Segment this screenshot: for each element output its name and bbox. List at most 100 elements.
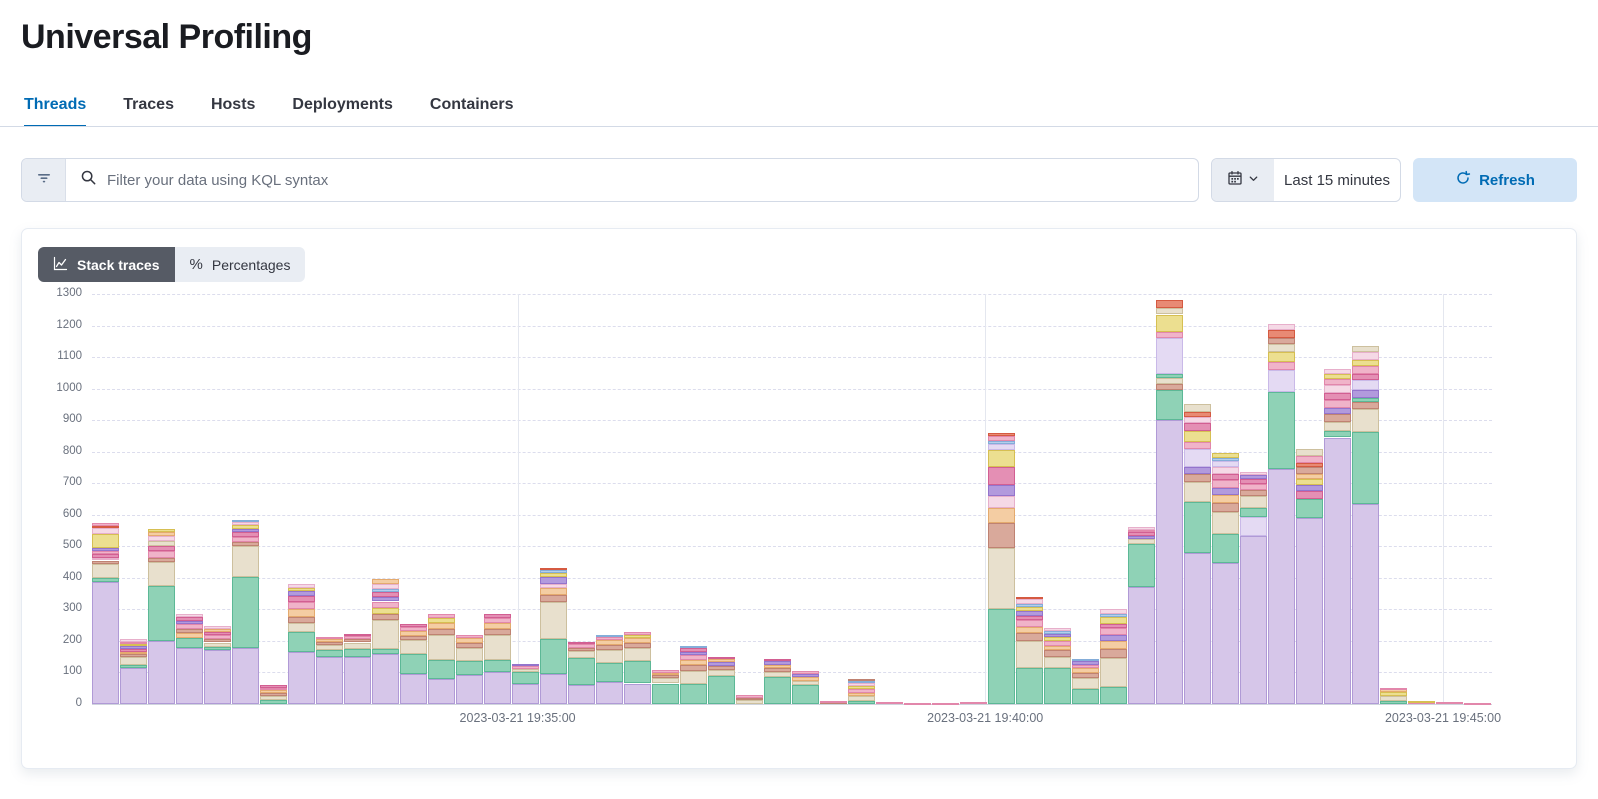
bar-segment[interactable] [372,601,399,608]
bar-segment[interactable] [848,680,875,684]
bar-segment[interactable] [260,700,287,704]
bar-segment[interactable] [344,633,371,637]
bar-segment[interactable] [372,596,399,602]
bar-segment[interactable] [540,602,567,639]
bar-segment[interactable] [1296,473,1323,480]
bar-segment[interactable] [1380,700,1407,704]
bar-segment[interactable] [680,651,707,656]
bar-segment[interactable] [456,674,483,704]
bar-segment[interactable] [92,554,119,558]
bar-segment[interactable] [1240,475,1267,480]
bar-segment[interactable] [1072,664,1099,669]
bar-segment[interactable] [708,656,735,660]
bar-segment[interactable] [1072,677,1099,689]
bar-segment[interactable] [624,631,651,635]
bar-segment[interactable] [92,526,119,529]
toggle-stack-traces[interactable]: Stack traces [38,247,175,282]
bar-segment[interactable] [568,641,595,645]
bar-segment[interactable] [288,608,315,617]
bar-segment[interactable] [960,702,987,705]
bar-segment[interactable] [120,639,147,642]
bar-segment[interactable] [932,702,959,705]
bar-segment[interactable] [1380,692,1407,697]
bar-segment[interactable] [456,634,483,639]
bar-segment[interactable] [1184,448,1211,468]
bar-segment[interactable] [1352,402,1379,409]
bar-segment[interactable] [652,683,679,704]
bar-segment[interactable] [1016,620,1043,627]
bar-segment[interactable] [288,651,315,704]
bar-segment[interactable] [316,639,343,642]
bar-segment[interactable] [92,534,119,549]
bar-segment[interactable] [820,701,847,704]
bar-segment[interactable] [1408,701,1435,704]
bar-segment[interactable] [1072,658,1099,662]
bar-segment[interactable] [680,660,707,665]
bar-segment[interactable] [512,664,539,667]
bar-segment[interactable] [1156,377,1183,384]
bar-segment[interactable] [708,669,735,677]
bar-segment[interactable] [1268,361,1295,370]
bar-segment[interactable] [1044,645,1071,651]
bar-segment[interactable] [1240,507,1267,517]
bar-segment[interactable] [1212,534,1239,563]
bar-segment[interactable] [680,664,707,672]
bar-segment[interactable] [736,700,763,704]
bar-segment[interactable] [176,637,203,648]
bar-segment[interactable] [568,647,595,652]
bar-segment[interactable] [120,641,147,645]
bar-segment[interactable] [1268,330,1295,339]
bar-segment[interactable] [148,640,175,704]
bar-segment[interactable] [148,531,175,536]
bar-segment[interactable] [540,583,567,589]
bar-segment[interactable] [568,644,595,648]
bar-segment[interactable] [1268,323,1295,331]
bar-segment[interactable] [204,628,231,632]
bar-segment[interactable] [1212,453,1239,458]
bar-segment[interactable] [484,672,511,704]
bar-segment[interactable] [1352,359,1379,367]
tab-hosts[interactable]: Hosts [210,96,256,113]
bar-segment[interactable] [792,680,819,686]
bar-segment[interactable] [512,668,539,672]
bar-segment[interactable] [1128,535,1155,540]
bar-segment[interactable] [260,687,287,691]
bar-segment[interactable] [1100,640,1127,649]
bar-segment[interactable] [176,620,203,625]
bar-segment[interactable] [1296,448,1323,457]
bar-segment[interactable] [624,638,651,643]
bar-segment[interactable] [148,557,175,563]
bar-segment[interactable] [1156,308,1183,315]
bar-segment[interactable] [1100,614,1127,618]
bar-segment[interactable] [988,508,1015,523]
bar-segment[interactable] [988,522,1015,548]
bar-segment[interactable] [204,626,231,629]
bar-segment[interactable] [1044,640,1071,646]
bar-segment[interactable] [988,450,1015,468]
bar-segment[interactable] [988,484,1015,496]
bar-segment[interactable] [92,564,119,579]
bar-segment[interactable] [232,541,259,547]
bar-segment[interactable] [120,657,147,666]
bar-segment[interactable] [764,664,791,668]
bar-segment[interactable] [204,631,231,635]
bar-segment[interactable] [624,642,651,648]
bar-segment[interactable] [1268,344,1295,353]
bar-segment[interactable] [1212,458,1239,462]
bar-segment[interactable] [764,677,791,704]
bar-segment[interactable] [596,681,623,704]
bar-segment[interactable] [484,617,511,623]
bar-segment[interactable] [1184,552,1211,704]
bar-segment[interactable] [232,519,259,522]
bar-segment[interactable] [1184,423,1211,432]
bar-segment[interactable] [988,443,1015,451]
bar-segment[interactable] [596,649,623,663]
bar-segment[interactable] [792,671,819,674]
bar-segment[interactable] [372,607,399,615]
bar-segment[interactable] [260,692,287,696]
bar-segment[interactable] [232,546,259,577]
bar-segment[interactable] [1128,544,1155,587]
bar-segment[interactable] [344,642,371,649]
bar-segment[interactable] [1296,518,1323,704]
bar-segment[interactable] [288,591,315,597]
